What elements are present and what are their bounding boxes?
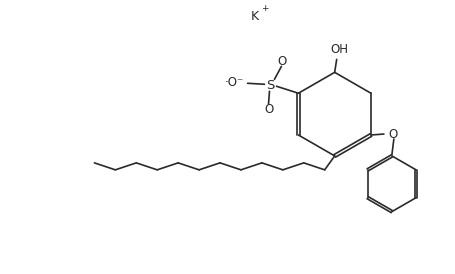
Text: O: O	[263, 103, 273, 116]
Text: O: O	[277, 55, 287, 68]
Text: O: O	[387, 127, 397, 141]
Text: OH: OH	[330, 43, 348, 56]
Text: +: +	[261, 4, 268, 13]
Text: K: K	[250, 10, 258, 23]
Text: S: S	[266, 79, 274, 92]
Text: ·O⁻: ·O⁻	[224, 76, 244, 89]
